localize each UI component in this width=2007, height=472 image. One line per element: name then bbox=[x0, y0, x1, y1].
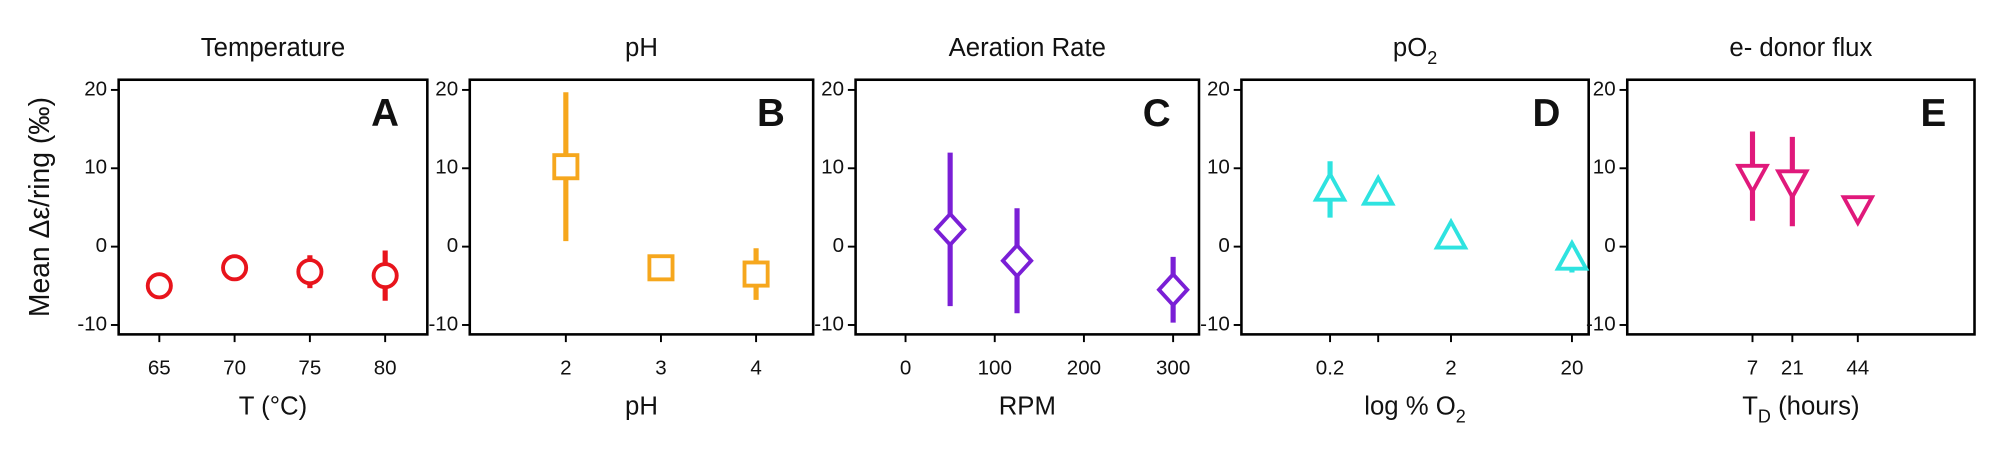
x-axis-label-part: pH bbox=[625, 392, 658, 420]
y-tick-label: -10 bbox=[1586, 312, 1616, 335]
panel-title: e- donor flux bbox=[1729, 34, 1872, 62]
y-tick-label: 20 bbox=[84, 77, 107, 100]
panel-label: D bbox=[1533, 92, 1561, 135]
x-tick-label: 100 bbox=[978, 357, 1012, 380]
marker bbox=[145, 272, 173, 300]
x-axis-label-part: T (°C) bbox=[239, 392, 307, 420]
y-tick-label: 0 bbox=[833, 234, 844, 257]
marker bbox=[552, 153, 580, 181]
x-axis-label: RPM bbox=[999, 392, 1056, 420]
plot-frame bbox=[854, 78, 1201, 336]
panel-title: pH bbox=[625, 34, 658, 62]
marker bbox=[1774, 169, 1810, 202]
panel-label: E bbox=[1920, 92, 1946, 135]
y-tick-label: 20 bbox=[1593, 77, 1616, 100]
marker bbox=[1433, 217, 1469, 250]
x-tick-label: 4 bbox=[750, 357, 761, 380]
panel-title-part: pH bbox=[625, 34, 658, 62]
marker bbox=[371, 262, 399, 290]
panel-title-part: pO bbox=[1393, 34, 1427, 62]
plot-frame bbox=[1240, 78, 1590, 336]
plot-frame bbox=[117, 78, 429, 336]
panel-title: Temperature bbox=[201, 34, 345, 62]
x-axis-label-part: RPM bbox=[999, 392, 1056, 420]
x-axis-label-part: log % O bbox=[1364, 392, 1456, 420]
x-tick-label: 20 bbox=[1561, 357, 1584, 380]
y-tick-label: -10 bbox=[77, 312, 107, 335]
y-axis-label: Mean Δε/ring (‰) bbox=[23, 97, 55, 317]
y-tick-label: 10 bbox=[821, 156, 844, 179]
marker bbox=[1735, 163, 1770, 196]
marker bbox=[1360, 173, 1396, 206]
x-tick-label: 75 bbox=[298, 357, 321, 380]
marker bbox=[221, 254, 249, 282]
marker bbox=[742, 260, 770, 288]
panel-label: B bbox=[757, 92, 785, 135]
x-tick-label: 80 bbox=[374, 357, 397, 380]
marker bbox=[1840, 195, 1876, 227]
y-tick-label: 10 bbox=[1207, 156, 1230, 179]
y-tick-label: -10 bbox=[814, 312, 844, 335]
x-tick-label: 0 bbox=[900, 357, 911, 380]
x-tick-label: 7 bbox=[1747, 357, 1758, 380]
x-axis-label-part: (hours) bbox=[1771, 392, 1860, 420]
x-tick-label: 70 bbox=[223, 357, 246, 380]
marker bbox=[647, 254, 675, 282]
x-tick-label: 200 bbox=[1067, 357, 1101, 380]
x-tick-label: 3 bbox=[655, 357, 666, 380]
y-tick-label: 20 bbox=[1207, 77, 1230, 100]
x-tick-label: 65 bbox=[148, 357, 171, 380]
x-axis-label: pH bbox=[625, 392, 658, 420]
x-tick-label: 2 bbox=[1445, 357, 1456, 380]
panel-title-part: 2 bbox=[1427, 48, 1437, 68]
marker bbox=[1000, 242, 1034, 280]
x-axis-label: TD (hours) bbox=[1742, 392, 1859, 426]
y-tick-label: 0 bbox=[1218, 234, 1229, 257]
x-tick-label: 0.2 bbox=[1316, 357, 1345, 380]
x-tick-label: 44 bbox=[1846, 357, 1869, 380]
panel-title-part: Temperature bbox=[201, 34, 345, 62]
marker bbox=[933, 211, 967, 248]
x-axis-label-part: T bbox=[1742, 392, 1758, 420]
x-axis-label-part: 2 bbox=[1456, 406, 1466, 426]
y-tick-label: 0 bbox=[1604, 234, 1615, 257]
panel-title: Aeration Rate bbox=[949, 34, 1106, 62]
panel-title-part: Aeration Rate bbox=[949, 34, 1106, 62]
y-tick-label: 10 bbox=[435, 156, 458, 179]
plot-frame bbox=[468, 78, 815, 336]
marker bbox=[296, 258, 324, 286]
y-tick-label: 20 bbox=[821, 77, 844, 100]
y-tick-label: -10 bbox=[428, 312, 458, 335]
panel-label: C bbox=[1143, 92, 1171, 135]
x-tick-label: 300 bbox=[1156, 357, 1190, 380]
x-tick-label: 2 bbox=[560, 357, 571, 380]
x-tick-label: 21 bbox=[1781, 357, 1804, 380]
marker bbox=[1156, 271, 1190, 309]
panel-title-part: e- donor flux bbox=[1729, 34, 1872, 62]
marker bbox=[1312, 169, 1348, 202]
x-axis-label: log % O2 bbox=[1364, 392, 1466, 426]
marker bbox=[1554, 238, 1590, 271]
x-axis-label: T (°C) bbox=[239, 392, 307, 420]
panel-title: pO2 bbox=[1393, 34, 1437, 68]
y-tick-label: 10 bbox=[84, 156, 107, 179]
panel-label: A bbox=[371, 92, 399, 135]
y-tick-label: 10 bbox=[1593, 156, 1616, 179]
y-tick-label: 0 bbox=[96, 234, 107, 257]
plot-frame bbox=[1625, 78, 1976, 336]
x-axis-label-part: D bbox=[1758, 406, 1771, 426]
y-tick-label: 20 bbox=[435, 77, 458, 100]
y-tick-label: 0 bbox=[447, 234, 458, 257]
y-tick-label: -10 bbox=[1200, 312, 1230, 335]
